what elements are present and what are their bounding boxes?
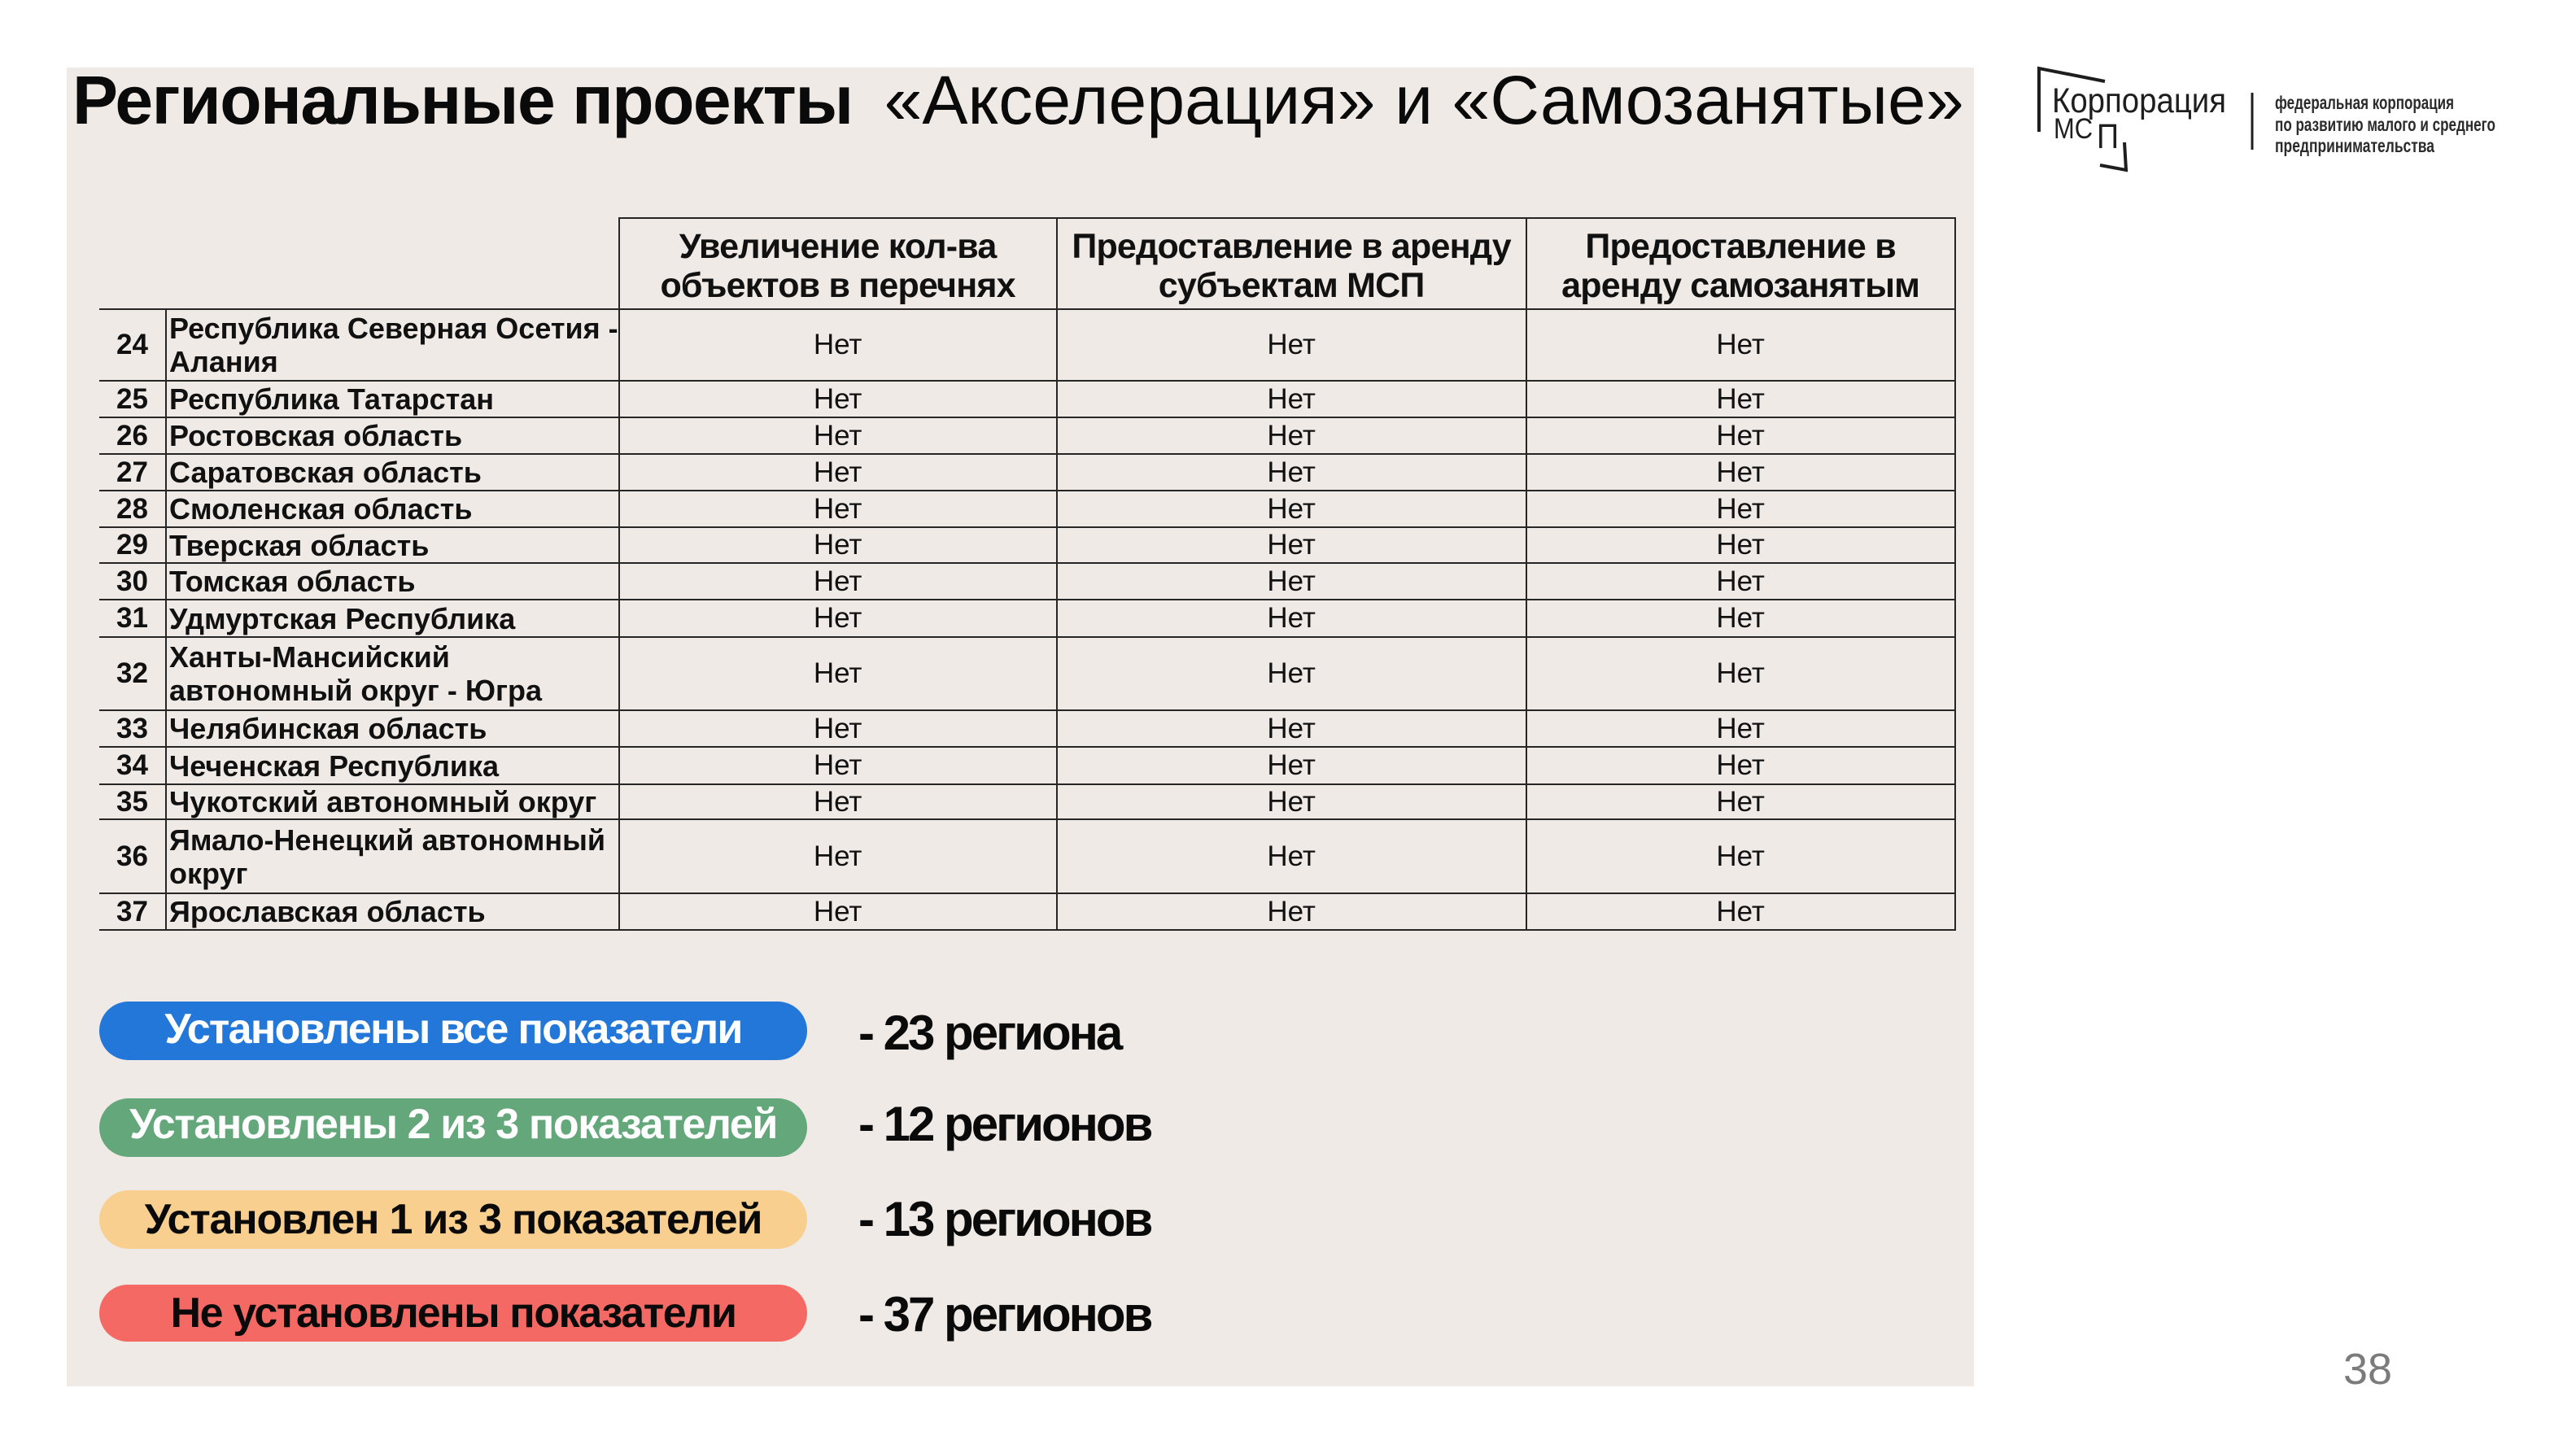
svg-text:предпринимательства: предпринимательства	[2275, 135, 2434, 156]
svg-text:федеральная корпорация: федеральная корпорация	[2275, 92, 2454, 113]
svg-text:по развитию малого и среднего: по развитию малого и среднего	[2275, 114, 2495, 135]
svg-text:П: П	[2097, 117, 2119, 156]
svg-text:Корпорация: Корпорация	[2052, 81, 2226, 120]
svg-text:МС: МС	[2054, 113, 2093, 145]
